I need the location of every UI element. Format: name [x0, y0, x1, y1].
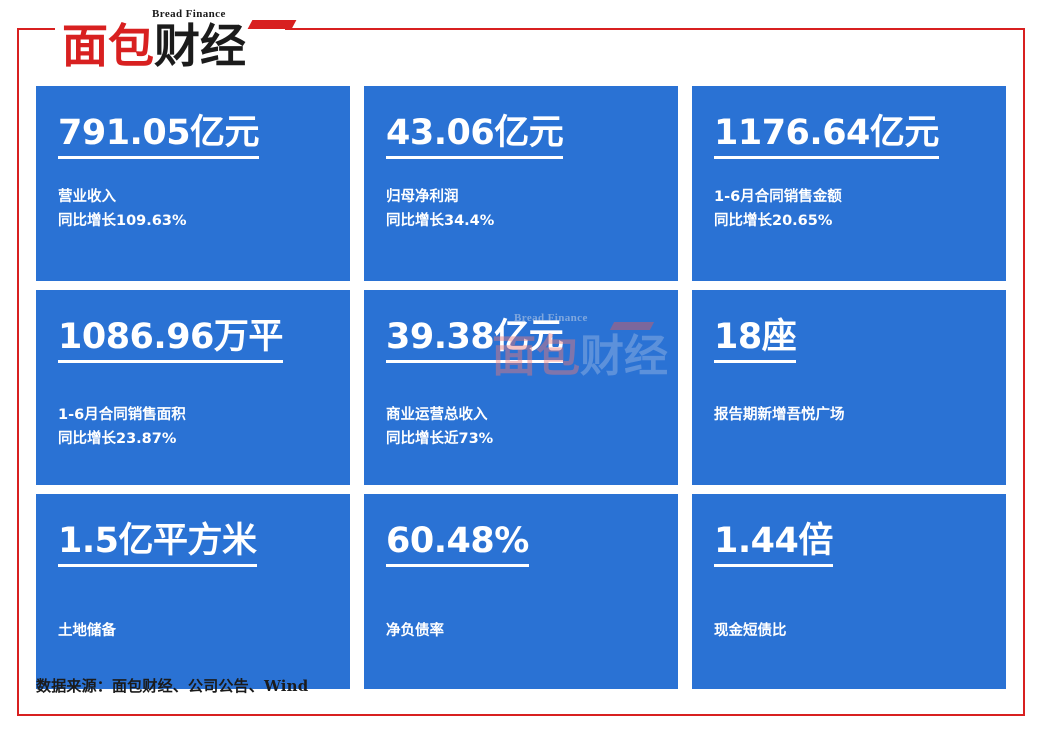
metric-value: 60.48% — [386, 520, 529, 567]
metric-label: 商业运营总收入 — [386, 407, 488, 423]
metric-text-block: 报告期新增吾悦广场 — [714, 403, 984, 427]
frame-logo-notch — [55, 18, 285, 40]
brand-logo-chinese: 面包财经 — [62, 22, 246, 70]
brand-logo-chinese-red: 面包 — [62, 19, 154, 73]
metric-value: 1.5亿平方米 — [58, 520, 257, 567]
metric-value: 43.06亿元 — [386, 112, 564, 159]
metric-card: 1086.96万平 1-6月合同销售面积 同比增长23.87% — [36, 290, 350, 485]
metric-value: 39.38亿元 — [386, 316, 564, 363]
brand-logo: Bread Finance 面包财经 — [62, 8, 297, 70]
metric-label: 净负债率 — [386, 623, 444, 639]
metric-card: 791.05亿元 营业收入 同比增长109.63% — [36, 86, 350, 281]
metric-label: 归母净利润 — [386, 189, 459, 205]
metric-text-block: 归母净利润 同比增长34.4% — [386, 185, 656, 233]
metric-label: 1-6月合同销售面积 — [58, 407, 186, 423]
metric-text-block: 商业运营总收入 同比增长近73% — [386, 403, 656, 451]
metric-text-block: 1-6月合同销售面积 同比增长23.87% — [58, 403, 328, 451]
metric-growth: 同比增长109.63% — [58, 213, 187, 229]
red-border-frame — [17, 28, 1025, 716]
metric-label: 土地储备 — [58, 623, 116, 639]
metric-growth: 同比增长20.65% — [714, 213, 833, 229]
metric-text-block: 1-6月合同销售金额 同比增长20.65% — [714, 185, 984, 233]
metric-text-block: 现金短债比 — [714, 619, 984, 643]
metric-card: 1176.64亿元 1-6月合同销售金额 同比增长20.65% — [692, 86, 1006, 281]
metric-value: 791.05亿元 — [58, 112, 260, 159]
metric-label: 现金短债比 — [714, 623, 787, 639]
metric-card: 1.5亿平方米 土地储备 — [36, 494, 350, 689]
brand-logo-chinese-black: 财经 — [154, 19, 246, 73]
metric-value: 18座 — [714, 316, 797, 363]
brand-logo-swoosh-icon — [247, 20, 297, 29]
metric-growth: 同比增长近73% — [386, 431, 494, 447]
metric-label: 报告期新增吾悦广场 — [714, 407, 845, 423]
metric-card-grid: 791.05亿元 营业收入 同比增长109.63% 43.06亿元 归母净利润 … — [36, 86, 1006, 689]
metric-value: 1176.64亿元 — [714, 112, 939, 159]
metric-value: 1086.96万平 — [58, 316, 283, 363]
metric-label: 营业收入 — [58, 189, 116, 205]
metric-growth: 同比增长23.87% — [58, 431, 177, 447]
metric-value: 1.44倍 — [714, 520, 833, 567]
metric-card: 18座 报告期新增吾悦广场 — [692, 290, 1006, 485]
brand-logo-english: Bread Finance — [152, 8, 226, 20]
metric-label: 1-6月合同销售金额 — [714, 189, 842, 205]
metric-text-block: 营业收入 同比增长109.63% — [58, 185, 328, 233]
metric-text-block: 土地储备 — [58, 619, 328, 643]
metric-growth: 同比增长34.4% — [386, 213, 495, 229]
metric-card: 60.48% 净负债率 — [364, 494, 678, 689]
metric-card: 43.06亿元 归母净利润 同比增长34.4% — [364, 86, 678, 281]
data-source-note: 数据来源：面包财经、公司公告、Wind — [36, 677, 309, 695]
metric-text-block: 净负债率 — [386, 619, 656, 643]
metric-card: 39.38亿元 商业运营总收入 同比增长近73% — [364, 290, 678, 485]
metric-card: 1.44倍 现金短债比 — [692, 494, 1006, 689]
